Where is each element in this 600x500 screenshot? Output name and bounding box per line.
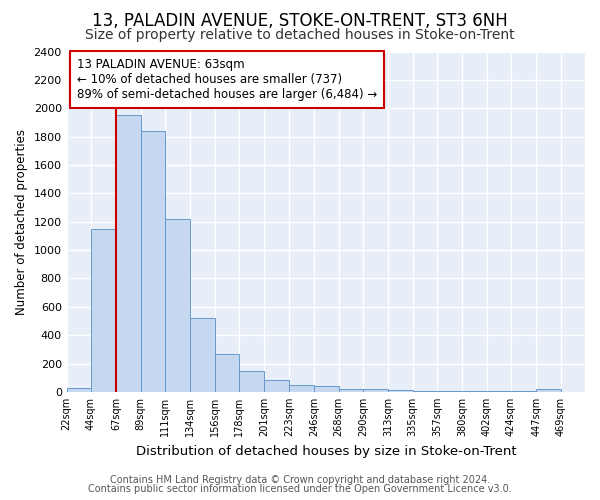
Bar: [487, 391, 511, 392]
Text: 13 PALADIN AVENUE: 63sqm
← 10% of detached houses are smaller (737)
89% of semi-: 13 PALADIN AVENUE: 63sqm ← 10% of detach…: [77, 58, 377, 102]
Bar: [536, 389, 560, 392]
Text: Size of property relative to detached houses in Stoke-on-Trent: Size of property relative to detached ho…: [85, 28, 515, 42]
Bar: [67, 388, 91, 392]
Bar: [239, 370, 265, 392]
Bar: [388, 390, 413, 392]
Bar: [511, 391, 536, 392]
X-axis label: Distribution of detached houses by size in Stoke-on-Trent: Distribution of detached houses by size …: [136, 444, 516, 458]
Bar: [265, 380, 289, 392]
Bar: [363, 389, 388, 392]
Bar: [215, 354, 239, 392]
Bar: [463, 391, 487, 392]
Text: 13, PALADIN AVENUE, STOKE-ON-TRENT, ST3 6NH: 13, PALADIN AVENUE, STOKE-ON-TRENT, ST3 …: [92, 12, 508, 30]
Bar: [289, 385, 314, 392]
Y-axis label: Number of detached properties: Number of detached properties: [15, 128, 28, 314]
Text: Contains HM Land Registry data © Crown copyright and database right 2024.: Contains HM Land Registry data © Crown c…: [110, 475, 490, 485]
Bar: [165, 219, 190, 392]
Bar: [141, 131, 165, 392]
Bar: [91, 229, 116, 392]
Bar: [437, 390, 463, 392]
Bar: [338, 389, 363, 392]
Bar: [116, 116, 141, 392]
Text: Contains public sector information licensed under the Open Government Licence v3: Contains public sector information licen…: [88, 484, 512, 494]
Bar: [314, 386, 338, 392]
Bar: [413, 390, 437, 392]
Bar: [190, 318, 215, 392]
